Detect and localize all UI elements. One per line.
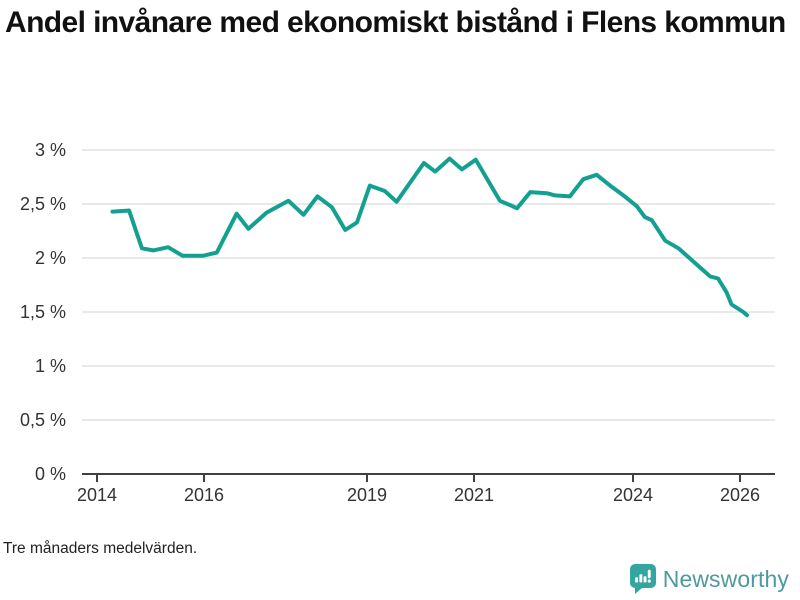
newsworthy-bar-chart-bubble-icon	[629, 564, 656, 594]
page-title: Andel invånare med ekonomiskt bistånd i …	[5, 6, 786, 39]
x-tick-label: 2014	[76, 485, 118, 505]
bar-chart-glyph	[634, 569, 651, 583]
x-tick-label: 2024	[612, 485, 654, 505]
newsworthy-wordmark: Newsworthy	[662, 565, 789, 592]
y-tick-label: 0 %	[34, 464, 66, 484]
bubble-shape	[629, 564, 656, 594]
chart-canvas	[82, 149, 775, 482]
newsworthy-logo: Newsworthy	[629, 563, 789, 595]
data-line	[110, 156, 749, 318]
y-tick-label: 2,5 %	[19, 194, 66, 214]
x-axis	[82, 473, 775, 482]
chart-footnote: Tre månaders medelvärden.	[3, 540, 198, 557]
x-tick-label: 2026	[719, 485, 761, 505]
gridlines	[82, 149, 775, 421]
line-chart: 3 % 2,5 % 2 % 1,5 % 1 % 0,5 % 0 % 2014 2…	[0, 135, 800, 515]
x-tick-label: 2021	[453, 485, 495, 505]
x-tick-label: 2016	[183, 485, 225, 505]
x-tick-label: 2019	[346, 485, 388, 505]
y-tick-label: 1,5 %	[19, 302, 66, 322]
y-tick-label: 1 %	[34, 356, 66, 376]
y-tick-label: 3 %	[34, 140, 66, 160]
y-tick-label: 2 %	[34, 248, 66, 268]
y-tick-label: 0,5 %	[19, 410, 66, 430]
